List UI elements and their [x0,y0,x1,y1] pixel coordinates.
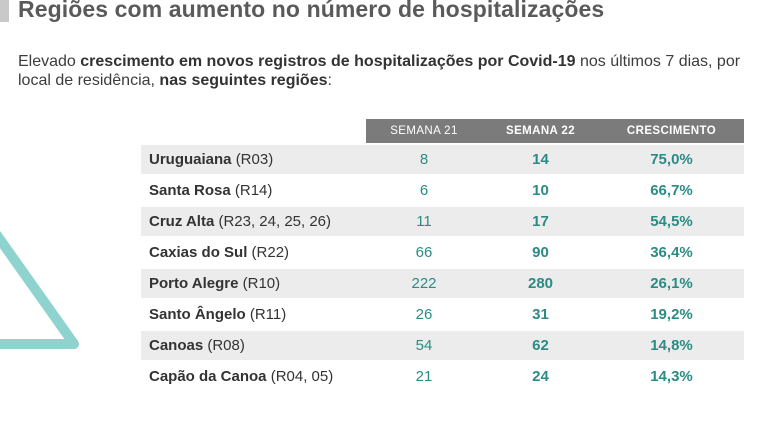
region-name: Canoas [149,337,204,354]
growth-value: 26,1% [599,269,744,298]
week22-value: 62 [482,331,599,360]
hospitalization-table: SEMANA 21 SEMANA 22 CRESCIMENTO Uruguaia… [141,117,744,393]
intro-part-3: : [327,72,332,89]
intro-part-1: Elevado [18,53,81,70]
growth-value: 54,5% [599,207,744,236]
week22-value: 31 [532,306,549,323]
growth-value: 19,2% [650,306,693,323]
page-title: Regiões com aumento no número de hospita… [18,0,605,22]
intro-bold-2: nas seguintes regiões [159,72,328,89]
header-week-22: SEMANA 22 [482,119,599,143]
region-code: (R14) [234,182,273,199]
week21-value: 21 [415,368,433,385]
growth-value: 36,4% [650,244,693,261]
week21-value: 222 [366,269,482,298]
week21-value: 54 [366,331,482,360]
week22-value: 17 [482,207,599,236]
header-spacer [141,119,366,143]
region-name: Santa Rosa [149,182,231,199]
region-code: (R10) [242,275,281,292]
region-name: Capão da Canoa [149,368,267,385]
region-cell: Santa Rosa (R14) [141,176,366,205]
growth-value: 14,8% [599,331,744,360]
region-code: (R23, 24, 25, 26) [218,213,332,230]
week22-value: 10 [532,182,549,199]
region-cell: Cruz Alta (R23, 24, 25, 26) [141,207,366,236]
week21-value: 8 [366,145,482,174]
week22-value: 90 [532,244,549,261]
intro-part-2: nos últimos 7 dias, por local de residên… [18,53,741,89]
region-name: Santo Ângelo [149,306,246,323]
week21-value: 6 [419,182,429,199]
region-cell: Santo Ângelo (R11) [141,300,366,329]
table-row: Canoas (R08) 54 62 14,8% [141,331,744,360]
title-accent-bar [0,0,9,22]
region-cell: Capão da Canoa (R04, 05) [141,362,366,391]
table-row: Santa Rosa (R14) 6 10 66,7% [141,176,744,205]
region-cell: Caxias do Sul (R22) [141,238,366,267]
region-cell: Porto Alegre (R10) [141,269,366,298]
region-cell: Canoas (R08) [141,331,366,360]
region-code: (R22) [251,244,290,261]
week21-value: 11 [366,207,482,236]
header-growth: CRESCIMENTO [599,119,744,143]
region-cell: Uruguaiana (R03) [141,145,366,174]
growth-value: 14,3% [650,368,693,385]
week21-value: 26 [415,306,433,323]
region-name: Uruguaiana [149,151,232,168]
decorative-triangle-icon [0,230,79,349]
region-name: Porto Alegre [149,275,239,292]
intro-text: Elevado crescimento em novos registros d… [18,52,758,90]
region-name: Cruz Alta [149,213,215,230]
region-code: (R04, 05) [270,368,334,385]
table-row: Uruguaiana (R03) 8 14 75,0% [141,145,744,174]
table-header-row: SEMANA 21 SEMANA 22 CRESCIMENTO [141,119,744,143]
week21-value: 66 [415,244,433,261]
intro-bold-1: crescimento em novos registros de hospit… [80,53,576,70]
growth-value: 66,7% [650,182,693,199]
week22-value: 14 [482,145,599,174]
table-row: Caxias do Sul (R22) 66 90 36,4% [141,238,744,267]
region-code: (R11) [249,306,287,323]
table-row: Santo Ângelo (R11) 26 31 19,2% [141,300,744,329]
table-row: Cruz Alta (R23, 24, 25, 26) 11 17 54,5% [141,207,744,236]
region-code: (R03) [235,151,274,168]
region-code: (R08) [207,337,245,354]
growth-value: 75,0% [599,145,744,174]
table-row: Porto Alegre (R10) 222 280 26,1% [141,269,744,298]
table-row: Capão da Canoa (R04, 05) 21 24 14,3% [141,362,744,391]
week22-value: 24 [532,368,549,385]
header-week-21: SEMANA 21 [366,119,482,143]
region-name: Caxias do Sul [149,244,248,261]
week22-value: 280 [482,269,599,298]
